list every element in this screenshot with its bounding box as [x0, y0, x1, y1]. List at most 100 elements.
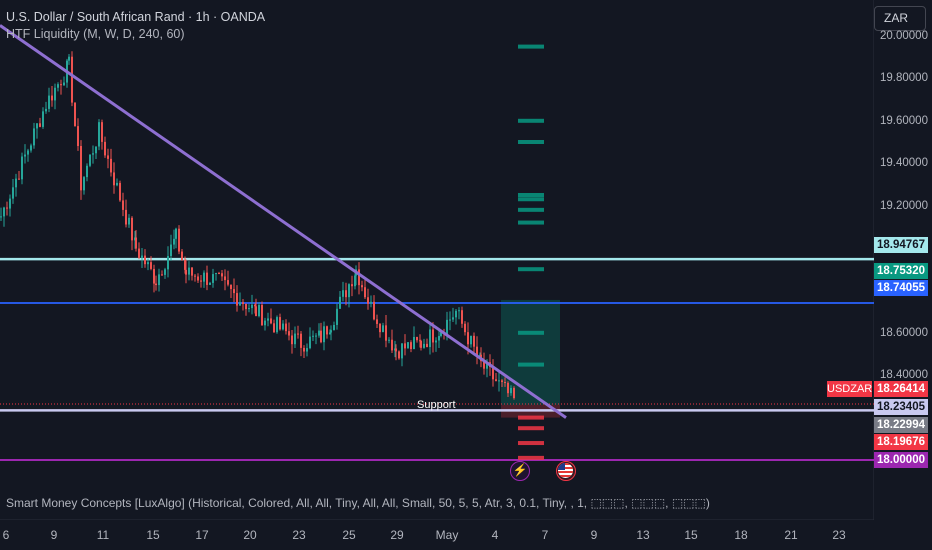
time-tick-label: 15 [684, 528, 698, 542]
candle-body [345, 290, 347, 298]
candle-body [191, 267, 193, 276]
candle-body [197, 276, 199, 281]
candle-body [273, 323, 275, 333]
liquidity-mark [518, 267, 544, 272]
time-tick-label: 18 [734, 528, 748, 542]
liquidity-mark [518, 455, 544, 460]
candle-body [291, 335, 293, 345]
candle-body [458, 310, 460, 312]
liquidity-mark [518, 362, 544, 367]
candle-body [184, 260, 186, 270]
candle-body [513, 387, 515, 399]
candle-body [170, 244, 172, 257]
candle-body [329, 332, 331, 335]
time-tick-label: 23 [292, 528, 306, 542]
indicator-title[interactable]: HTF Liquidity (M, W, D, 240, 60) [6, 27, 185, 41]
candle-body [138, 248, 140, 258]
indicator-footer[interactable]: Smart Money Concepts [LuxAlgo] (Historic… [6, 496, 710, 510]
candle-body [413, 336, 415, 350]
candle-body [188, 267, 190, 275]
candle-body [326, 326, 328, 335]
candle-body [455, 310, 457, 318]
candle-body [294, 333, 296, 345]
candle-body [309, 336, 311, 349]
candle-body [212, 274, 214, 283]
symbol-title[interactable]: U.S. Dollar / South African Rand · 1h · … [6, 10, 266, 24]
candle-body [339, 296, 341, 309]
candle-body [446, 319, 448, 335]
liquidity-mark [518, 207, 544, 212]
candle-body [285, 323, 287, 332]
candle-body [150, 262, 152, 269]
candle-body [68, 56, 70, 61]
candle-body [438, 336, 440, 341]
time-tick-label: 11 [96, 528, 110, 542]
candle-body [0, 216, 2, 218]
candle-body [264, 320, 266, 326]
candle-body [404, 343, 406, 349]
candle-body [395, 348, 397, 352]
price-label: 18.00000 [874, 452, 928, 468]
candle-body [461, 310, 463, 324]
time-tick-label: May [435, 528, 459, 542]
liquidity-mark [518, 140, 544, 144]
price-tick-label: 19.20000 [880, 199, 928, 212]
candle-body [15, 178, 17, 188]
candle-body [483, 361, 485, 369]
candle-body [320, 330, 322, 343]
candle-body [116, 182, 118, 186]
candle-body [288, 331, 290, 336]
candle-body [209, 282, 211, 285]
candle-body [429, 329, 431, 348]
candle-body [449, 319, 451, 321]
price-label: 18.74055 [874, 280, 928, 296]
candle-body [194, 275, 196, 277]
candle-body [510, 387, 512, 394]
candle-body [221, 273, 223, 277]
liquidity-mark [518, 330, 544, 335]
candle-body [144, 255, 146, 265]
price-tick-label: 18.60000 [880, 326, 928, 339]
lightning-icon[interactable]: ⚡ [510, 461, 530, 481]
currency-button[interactable]: ZAR [874, 6, 926, 31]
price-label: 18.19676 [874, 434, 928, 450]
candle-body [167, 256, 169, 270]
time-tick-label: 17 [195, 528, 209, 542]
candle-body [153, 268, 155, 284]
candle-body [312, 335, 314, 337]
time-axis[interactable]: 6 9 11 15 17 20 23 25 29 May 4 7 9 13 15 18 21 23 [0, 520, 874, 550]
trendline [0, 24, 567, 419]
candle-body [125, 209, 127, 225]
candle-body [416, 336, 418, 341]
candle-body [3, 207, 5, 217]
candle-body [379, 323, 381, 333]
support-label: Support [417, 399, 456, 411]
candle-body [158, 274, 160, 286]
candle-body [101, 122, 103, 142]
price-tick-label: 19.60000 [880, 114, 928, 127]
candle-body [224, 276, 226, 281]
candle-body [426, 343, 428, 348]
candle-body [382, 325, 384, 333]
candle-body [401, 343, 403, 359]
candle-body [367, 297, 369, 304]
candle-body [60, 84, 62, 86]
candle-body [178, 228, 180, 252]
candle-body [248, 308, 250, 310]
candle-body [54, 87, 56, 101]
price-label: 18.75320 [874, 263, 928, 279]
candle-body [24, 154, 26, 157]
candle-body [300, 333, 302, 348]
candle-body [86, 165, 88, 178]
liquidity-mark [518, 441, 544, 446]
price-chart[interactable] [0, 0, 874, 520]
candle-body [364, 287, 366, 298]
time-tick-label: 15 [146, 528, 160, 542]
candle-body [476, 346, 478, 357]
candle-body [473, 335, 475, 347]
candle-body [423, 343, 425, 348]
candle-body [33, 128, 35, 146]
candle-body [370, 301, 372, 304]
us-flag-icon[interactable] [556, 461, 576, 481]
price-tick-label: 18.40000 [880, 369, 928, 382]
